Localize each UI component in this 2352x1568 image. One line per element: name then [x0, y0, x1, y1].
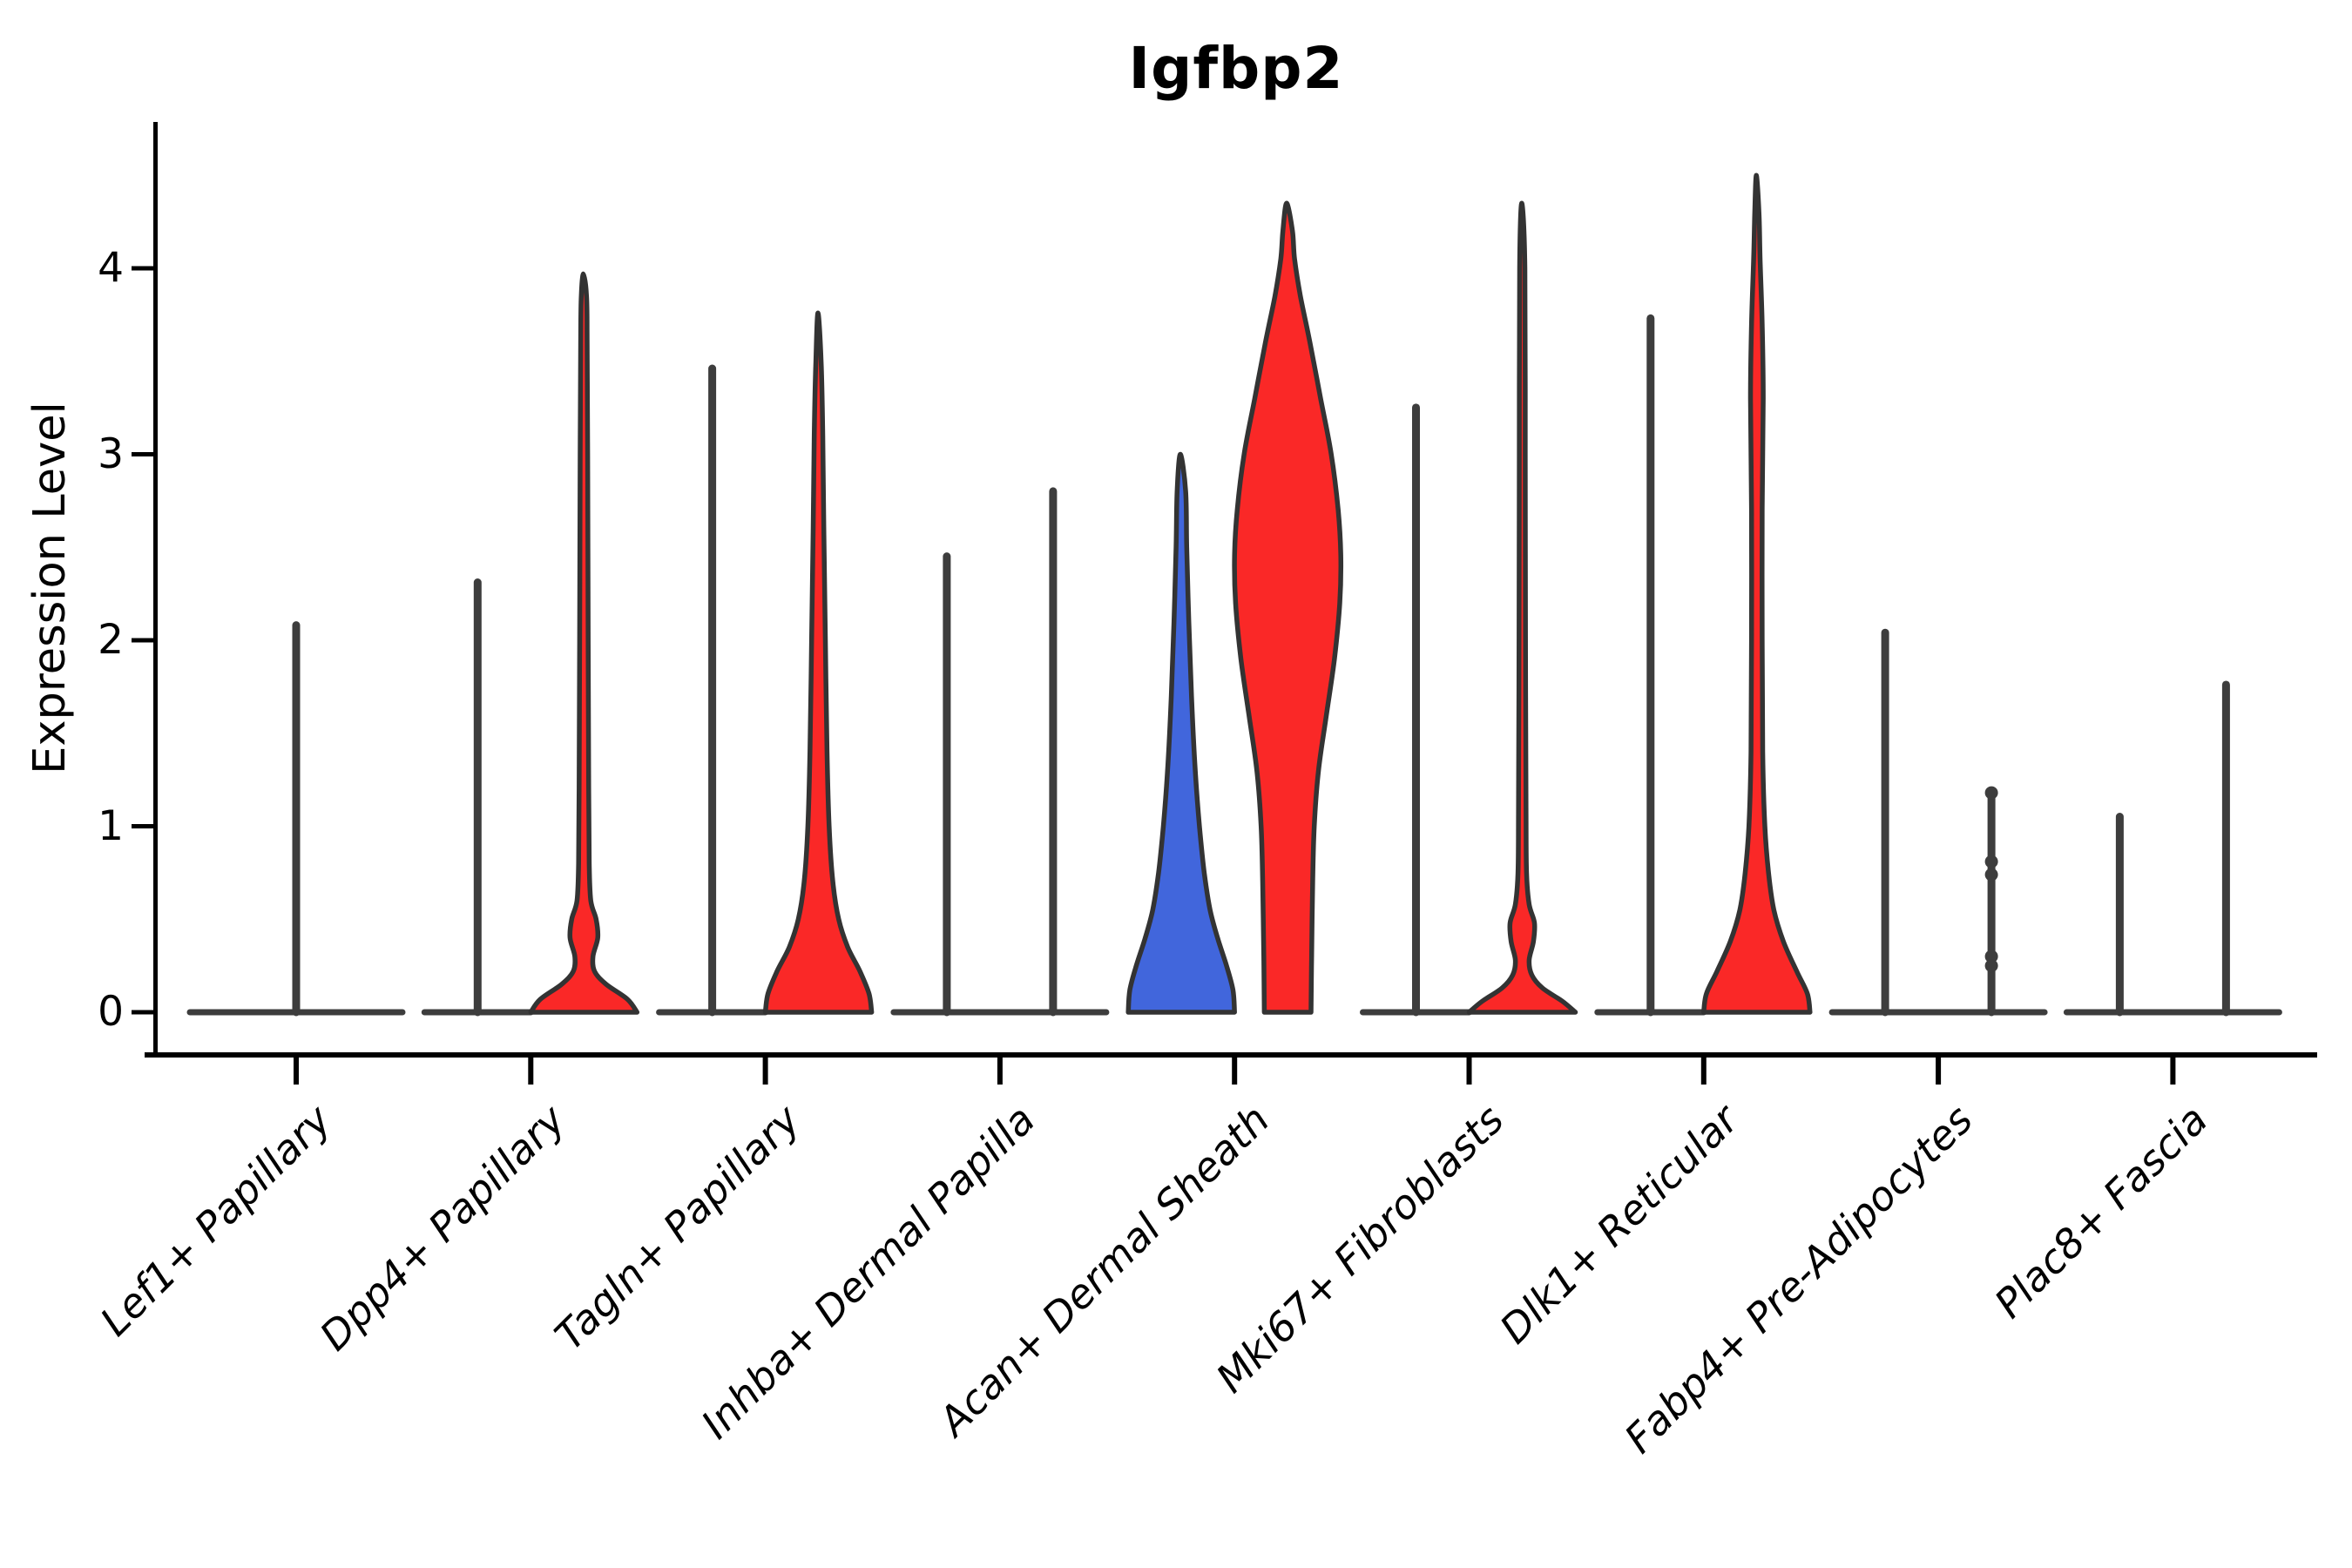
violin-body-dlk1-reticular-right: [1701, 172, 1813, 1015]
violin-point-fabp4-pre-adipocytes-right: [1984, 868, 1998, 882]
violin-body-acan-dermal-sheath-left: [1125, 451, 1237, 1015]
violin-body-acan-dermal-sheath-right: [1232, 200, 1344, 1015]
violin-point-fabp4-pre-adipocytes-right: [1984, 959, 1998, 973]
y-tick-label: 2: [98, 616, 124, 664]
page-title: Igfbp2: [1128, 35, 1344, 102]
violin-point-fabp4-pre-adipocytes-right: [1984, 950, 1998, 963]
violin-point-fabp4-pre-adipocytes-right: [1984, 786, 1998, 800]
y-tick-label: 1: [98, 801, 124, 850]
axes-layer: [132, 122, 2317, 1085]
violin-body-dpp4-papillary-right: [528, 271, 640, 1015]
violin-body-tagln-papillary-right: [762, 310, 875, 1015]
y-tick-label: 4: [98, 244, 124, 292]
y-tick-label: 0: [98, 988, 124, 1036]
y-axis-label: Expression Level: [24, 402, 76, 774]
violin-point-fabp4-pre-adipocytes-right: [1984, 855, 1998, 868]
violins-layer: [186, 172, 2282, 1017]
y-tick-label: 3: [98, 429, 124, 478]
violin-body-mki67-fibroblasts-right: [1466, 200, 1578, 1015]
